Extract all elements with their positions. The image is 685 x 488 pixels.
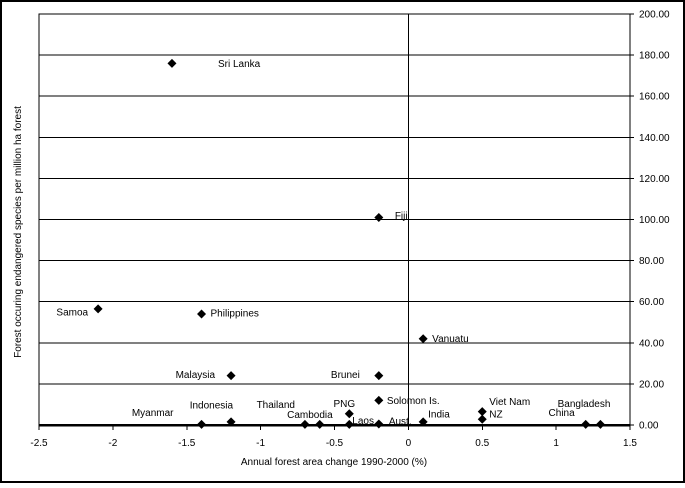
x-tick-label: -2.5: [30, 438, 48, 449]
data-point-aust: [374, 419, 384, 429]
point-label-china: China: [549, 408, 576, 419]
data-point-solomon-is: [374, 395, 384, 405]
y-tick-label: 160.00: [639, 92, 670, 103]
data-point-samoa: [93, 304, 103, 314]
point-label-india: India: [428, 409, 450, 420]
data-point-myanmar: [197, 419, 207, 429]
y-axis-title: Forest occuring endangered species per m…: [13, 106, 24, 358]
point-label-png: PNG: [333, 399, 355, 410]
point-label-myanmar: Myanmar: [132, 408, 174, 419]
point-label-brunei: Brunei: [331, 370, 360, 381]
data-point-fiji: [374, 212, 384, 222]
point-label-thailand: Thailand: [257, 400, 295, 411]
data-point-india: [418, 417, 428, 427]
data-point-malaysia: [226, 371, 236, 381]
point-label-solomon-is: Solomon Is.: [387, 396, 440, 407]
data-point-philippines: [197, 309, 207, 319]
point-label-fiji: Fiji: [395, 211, 408, 222]
point-label-philippines: Philippines: [211, 309, 259, 320]
data-point-brunei: [374, 371, 384, 381]
data-point-sri-lanka: [167, 58, 177, 68]
data-point-vanuatu: [418, 334, 428, 344]
x-axis-title: Annual forest area change 1990-2000 (%): [241, 457, 427, 468]
data-point-laos: [344, 419, 354, 429]
x-tick-label: -0.5: [326, 438, 344, 449]
y-tick-label: 80.00: [639, 256, 664, 267]
point-label-malaysia: Malaysia: [176, 370, 216, 381]
point-label-indonesia: Indonesia: [190, 400, 234, 411]
x-tick-label: 0.5: [475, 438, 489, 449]
point-label-bangladesh: Bangladesh: [558, 399, 611, 410]
y-tick-label: 180.00: [639, 51, 670, 62]
point-label-vanuatu: Vanuatu: [432, 334, 469, 345]
x-tick-label: 1: [553, 438, 559, 449]
y-tick-label: 140.00: [639, 133, 670, 144]
point-label-aust: Aust.: [389, 416, 412, 427]
data-point-cambodia: [315, 419, 325, 429]
data-point-png: [344, 409, 354, 419]
y-tick-label: 60.00: [639, 297, 664, 308]
point-label-cambodia: Cambodia: [287, 410, 333, 421]
y-tick-label: 40.00: [639, 338, 664, 349]
data-point-indonesia: [226, 417, 236, 427]
y-tick-label: 200.00: [639, 10, 670, 21]
y-tick-label: 100.00: [639, 215, 670, 226]
data-point-thailand: [300, 419, 310, 429]
y-tick-label: 0.00: [639, 421, 659, 432]
point-label-samoa: Samoa: [56, 307, 88, 318]
point-label-laos: Laos: [352, 416, 374, 427]
y-tick-label: 120.00: [639, 174, 670, 185]
data-point-nz: [477, 414, 487, 424]
data-point-viet-nam: [477, 407, 487, 417]
point-label-nz: NZ: [489, 410, 502, 421]
data-point-bangladesh: [595, 419, 605, 429]
point-label-sri-lanka: Sri Lanka: [218, 59, 261, 70]
y-tick-label: 20.00: [639, 379, 664, 390]
x-tick-label: -2: [108, 438, 117, 449]
data-point-china: [581, 419, 591, 429]
point-label-viet-nam: Viet Nam: [489, 397, 530, 408]
x-tick-label: 1.5: [623, 438, 637, 449]
x-tick-label: 0: [406, 438, 412, 449]
x-tick-label: -1.5: [178, 438, 196, 449]
x-tick-label: -1: [256, 438, 265, 449]
